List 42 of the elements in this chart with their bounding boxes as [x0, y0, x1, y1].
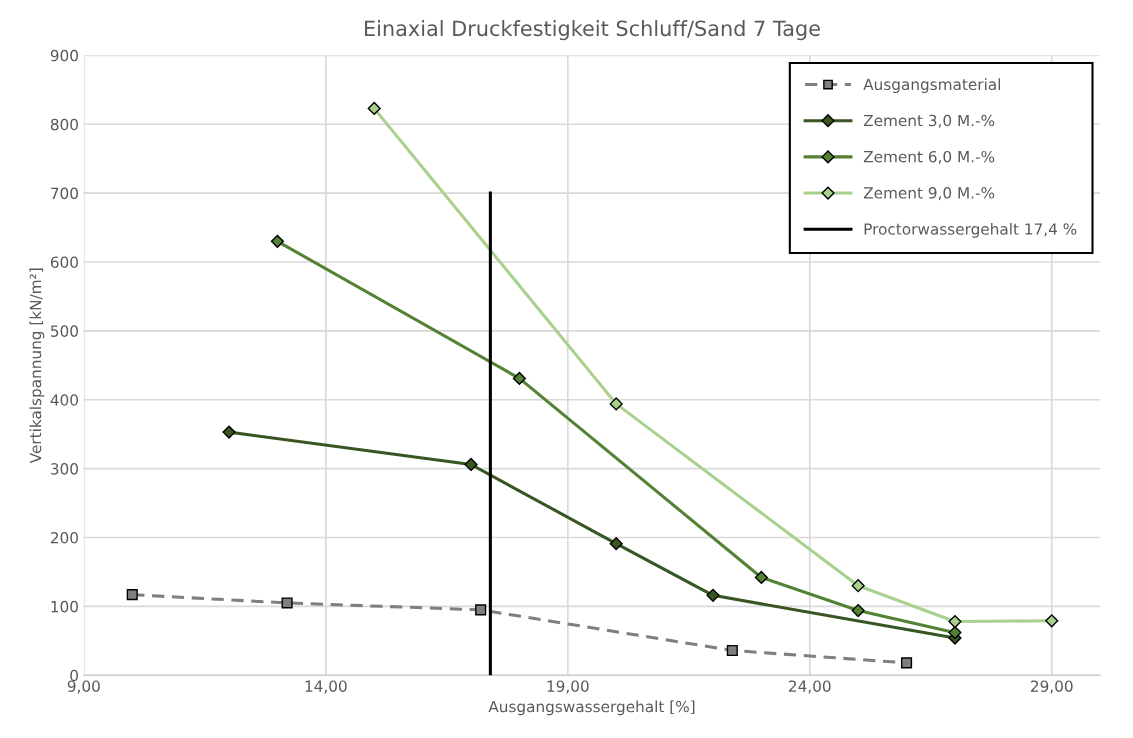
point	[754, 570, 768, 585]
x-axis-title: Ausgangswassergehalt [%]	[488, 700, 695, 716]
point	[948, 614, 962, 629]
x-tick-label: 9,00	[67, 680, 100, 694]
point	[281, 597, 293, 609]
x-tick-label: 29,00	[1031, 680, 1073, 694]
x-tick-label: 19,00	[547, 680, 589, 694]
y-tick-label: 900	[50, 49, 78, 62]
point	[512, 371, 526, 385]
point	[948, 625, 962, 640]
point	[609, 397, 623, 411]
point	[1045, 614, 1059, 628]
point	[706, 588, 720, 602]
point	[126, 589, 138, 601]
chart-title: Einaxial Druckfestigkeit Schluff/Sand 7 Tage	[365, 20, 820, 41]
legend-label: Zement 6,0 M.-%	[863, 150, 995, 164]
point	[851, 603, 865, 618]
y-tick-label: 400	[50, 394, 78, 406]
y-tick-label: 800	[50, 118, 78, 131]
y-tick-label: 700	[51, 187, 78, 200]
y-axis-title: Vertikalspannung [kN/m²]	[29, 268, 45, 464]
y-tick-label: 300	[50, 463, 78, 475]
point	[270, 234, 285, 248]
y-tick-label: 200	[50, 531, 78, 544]
point	[222, 425, 236, 439]
legend-label: Zement 9,0 M.-%	[863, 187, 995, 201]
legend-label: Ausgangsmaterial	[863, 78, 1000, 94]
legend-label: Zement 3,0 M.-%	[863, 114, 995, 128]
x-tick-label: 14,00	[305, 680, 347, 694]
x-tick-label: 24,00	[789, 680, 831, 694]
point	[367, 101, 381, 115]
point	[609, 537, 623, 551]
point	[726, 644, 738, 657]
legend-label: Proctorwassergehalt 17,4 %	[864, 222, 1077, 238]
y-tick-label: 0	[70, 669, 78, 682]
y-tick-label: 600	[50, 256, 78, 269]
y-tick-label: 500	[51, 325, 78, 337]
point	[475, 604, 487, 616]
y-tick-label: 100	[51, 600, 78, 613]
point	[851, 579, 865, 593]
point	[901, 657, 913, 669]
point	[464, 457, 478, 472]
